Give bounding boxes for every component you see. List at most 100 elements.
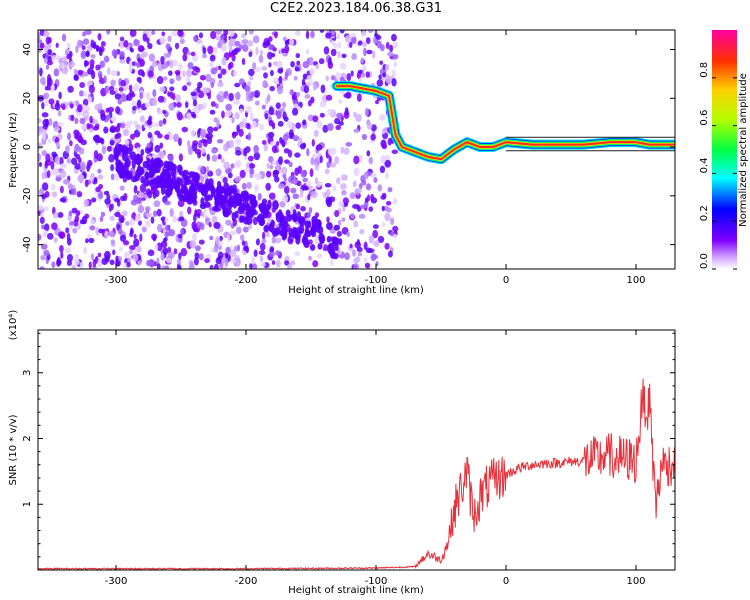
noise-cell	[228, 41, 236, 47]
spectrogram-heatmap	[38, 30, 675, 269]
noise-cell	[160, 55, 165, 65]
noise-cell	[119, 36, 125, 42]
noise-cell	[41, 150, 48, 157]
noise-cell	[363, 241, 368, 251]
noise-cell	[67, 85, 74, 93]
noise-cell	[238, 78, 245, 86]
noise-cell	[217, 94, 221, 100]
noise-cell	[38, 153, 41, 162]
noise-cell	[329, 162, 337, 168]
noise-cell	[209, 235, 214, 241]
noise-cell	[41, 112, 49, 118]
noise-cell	[354, 241, 361, 249]
noise-cell	[326, 216, 330, 223]
noise-cell	[135, 214, 141, 223]
noise-cell	[346, 231, 351, 238]
noise-cell	[245, 191, 250, 202]
noise-cell	[74, 117, 79, 125]
noise-cell	[391, 69, 396, 78]
noise-cell	[80, 161, 86, 170]
noise-cell	[165, 188, 172, 198]
noise-cell	[350, 212, 355, 220]
noise-cell	[269, 69, 274, 77]
noise-cell	[288, 161, 293, 168]
noise-cell	[177, 30, 184, 37]
noise-cell	[376, 40, 382, 49]
noise-cell	[174, 42, 180, 50]
noise-cell	[379, 113, 386, 121]
noise-cell	[393, 197, 398, 205]
noise-cell	[328, 57, 332, 66]
noise-cell	[140, 53, 145, 60]
noise-cell	[295, 122, 301, 129]
noise-cell	[108, 203, 113, 213]
noise-cell	[323, 46, 330, 55]
noise-cell	[144, 101, 150, 109]
noise-cell	[282, 229, 288, 240]
noise-cell	[260, 262, 266, 267]
noise-cell	[330, 30, 336, 36]
noise-cell	[191, 193, 197, 204]
noise-cell	[119, 59, 126, 64]
noise-cell	[367, 30, 374, 34]
noise-cell	[363, 47, 367, 57]
noise-cell	[262, 80, 268, 89]
noise-cell	[171, 30, 178, 37]
noise-cell	[106, 145, 113, 152]
noise-cell	[384, 74, 391, 84]
noise-cell	[345, 141, 353, 147]
noise-cell	[385, 41, 390, 50]
noise-cell	[329, 259, 334, 267]
noise-cell	[177, 137, 182, 146]
noise-cell	[136, 245, 142, 253]
noise-cell	[167, 246, 172, 254]
noise-cell	[40, 255, 46, 261]
noise-cell	[220, 43, 227, 52]
noise-cell	[182, 70, 186, 78]
colorbar-tick-label: 0.0	[699, 253, 710, 269]
noise-cell	[291, 228, 298, 239]
noise-cell	[255, 47, 259, 56]
noise-cell	[217, 251, 224, 259]
noise-cell	[230, 163, 235, 169]
noise-cell	[173, 133, 179, 143]
noise-cell	[241, 182, 247, 190]
noise-cell	[307, 80, 314, 86]
x-tick-label: 100	[626, 275, 645, 286]
noise-cell	[85, 50, 90, 57]
noise-cell	[70, 114, 75, 122]
noise-cell	[275, 259, 281, 268]
noise-cell	[217, 73, 223, 79]
noise-cell	[187, 50, 191, 56]
noise-cell	[341, 53, 347, 59]
noise-cell	[89, 59, 95, 67]
noise-cell	[246, 81, 252, 86]
noise-cell	[273, 80, 280, 85]
noise-cell	[215, 35, 220, 41]
noise-cell	[152, 122, 160, 128]
noise-cell	[120, 93, 127, 102]
noise-cell	[245, 246, 250, 253]
noise-cell	[93, 177, 98, 183]
noise-cell	[331, 39, 335, 46]
noise-cell	[211, 215, 218, 224]
noise-cell	[230, 230, 237, 236]
noise-cell	[109, 127, 116, 133]
noise-cell	[168, 154, 174, 162]
noise-cell	[284, 40, 289, 46]
noise-cell	[175, 74, 182, 82]
noise-cell	[118, 86, 124, 92]
noise-cell	[77, 104, 83, 113]
noise-cell	[353, 264, 358, 269]
noise-cell	[307, 193, 311, 201]
noise-cell	[121, 210, 128, 217]
noise-cell	[340, 183, 347, 190]
noise-cell	[338, 99, 343, 104]
noise-cell	[185, 76, 191, 83]
noise-cell	[251, 256, 256, 265]
noise-cell	[154, 130, 161, 136]
noise-cell	[66, 53, 72, 60]
noise-cell	[205, 253, 211, 260]
noise-cell	[389, 231, 394, 237]
noise-cell	[41, 102, 45, 110]
